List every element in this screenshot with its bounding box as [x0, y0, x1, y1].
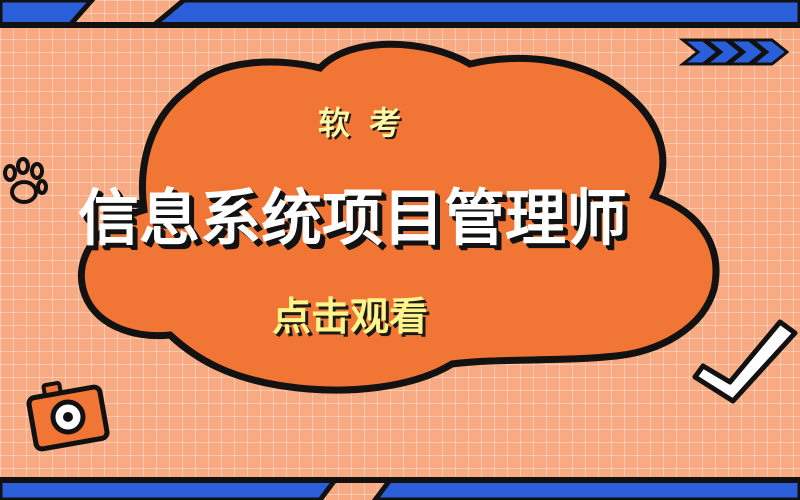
paw-print-icon	[3, 157, 48, 204]
hero-cloud	[78, 40, 720, 394]
top-blue-bars	[0, 0, 800, 28]
double-chevron-icon	[678, 38, 790, 66]
bottom-blue-bars	[0, 477, 800, 500]
camera-icon	[26, 381, 110, 452]
checkmark-icon	[692, 319, 798, 404]
